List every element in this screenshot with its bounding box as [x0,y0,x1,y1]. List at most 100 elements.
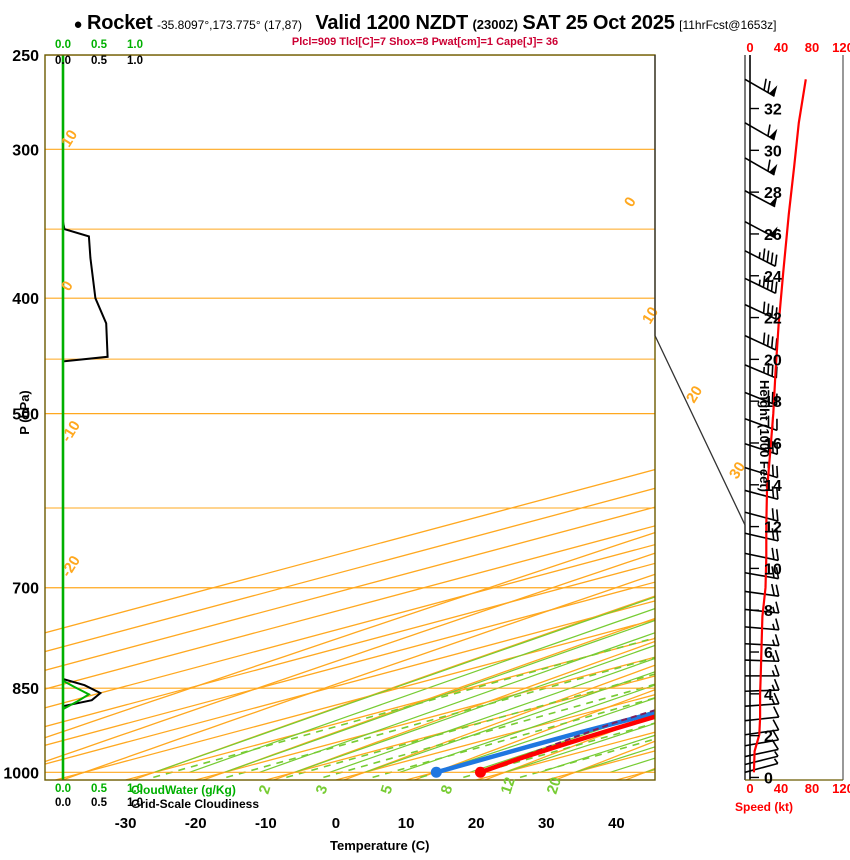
cloudiness-tick-bottom: 0.5 [91,797,108,809]
dewpoint-surface-marker [430,766,442,778]
cloudiness-legend-label: Grid-Scale Cloudiness [131,797,260,811]
cloudiness-tick-top: 0.5 [91,55,108,67]
pressure-tick-label: 850 [12,681,39,698]
temperature-tick-label: 10 [398,815,415,832]
height-tick-label: 8 [764,603,773,620]
moist-adiabat [645,768,655,773]
mixing-ratio-line [420,710,655,779]
dry-adiabat [414,689,655,780]
speed-tick-bottom: 0 [746,781,753,796]
isotherm-line [125,637,655,780]
speed-tick-top: 80 [805,40,819,55]
height-tick-label: 4 [764,687,773,704]
isotherm-line [45,600,655,765]
isotherm-line [45,562,655,728]
speed-tick-top: 40 [774,40,788,55]
temperature-tick-label: 0 [332,815,340,832]
temperature-tick-label: -20 [185,815,207,832]
figure-title: ● Rocket -35.8097°,173.775° (17,87) Vali… [0,12,850,35]
height-tick-label: 12 [764,520,782,537]
height-tick-label: 24 [764,269,782,286]
mixing-ratio-label: 12 [498,775,519,796]
wind-barb [744,739,779,758]
cloudwater-tick-top: 0.5 [91,39,108,51]
temperature-surface-marker [474,766,486,778]
height-tick-label: 14 [764,478,782,495]
dry-adiabat [625,767,655,780]
moist-adiabat [259,632,655,773]
pressure-tick-label: 250 [12,48,39,65]
temperature-tick-label: 40 [608,815,625,832]
isotherm-line [757,55,850,780]
pressure-tick-label: 700 [12,581,39,598]
cloudwater-tick-bottom: 0.5 [91,783,108,795]
isotherm-line [45,506,655,671]
speed-tick-top: 0 [746,40,753,55]
wind-barb [744,706,780,722]
wind-speed-profile [752,79,807,773]
dry-adiabat [62,573,655,780]
temperature-axis-title: Temperature (C) [330,838,430,853]
height-tick-label: 28 [764,185,782,202]
cloudiness-profile-lower [62,678,103,708]
barb-column-boundary [654,55,746,780]
cloudiness-profile-upper [62,221,109,382]
wind-barb [744,729,780,747]
height-tick-label: 30 [764,143,782,160]
cloudwater-tick-bottom: 0.0 [55,783,71,795]
isotherm-line [45,581,655,746]
cloudwater-tick-bottom: 1.0 [127,783,143,795]
moist-adiabat [364,671,655,773]
dry-adiabat [45,531,655,739]
dry-adiabat-label-left: 0 [58,278,77,294]
forecast-stamp: [11hrFcst@1653z] [679,18,777,32]
speed-tick-bottom: 80 [805,781,819,796]
mixing-ratio-label: 8 [438,783,457,796]
speed-axis-title: Speed (kt) [735,800,794,814]
dry-adiabat [273,640,655,780]
dry-adiabat-label-right: 0 [621,194,640,210]
mixing-ratio-line [463,722,655,779]
grid-group [45,55,850,780]
isotherm-line [45,487,655,653]
cloudiness-tick-top: 0.0 [55,55,71,67]
pressure-tick-label: 300 [12,142,39,159]
isotherm-line [265,675,655,780]
height-tick-label: 18 [764,394,782,411]
parcel-trace [480,709,655,774]
mixing-ratio-line [153,637,655,779]
isotherm-line [405,712,655,780]
mixing-ratio-label: 5 [378,783,397,796]
height-tick-label: 10 [764,561,782,578]
valid-time: Valid 1200 NZDT [315,12,468,34]
moist-adiabat [329,657,655,773]
dry-adiabat-label-right: 10 [639,304,662,327]
dry-adiabat [343,664,655,780]
height-tick-label: 32 [764,102,782,119]
isotherm-line [616,769,655,780]
stability-indices: Plcl=909 Tlcl[C]=7 Shox=8 Pwat[cm]=1 Cap… [291,36,559,48]
cloudwater-legend-label: CloudWater (g/Kg) [131,783,236,797]
dry-adiabat [555,740,655,780]
isotherm-line [546,750,655,780]
cloudwater-profile [62,679,91,710]
moist-adiabat [399,684,655,773]
speed-tick-bottom: 120 [832,781,850,796]
dry-adiabat-label-right: 30 [726,459,749,482]
valid-utc: (2300Z) [472,17,518,32]
temperature-tick-label: 20 [468,815,485,832]
speed-tick-top: 120 [832,40,850,55]
speed-tick-bottom: 40 [774,781,788,796]
temperature-tick-label: -30 [115,815,137,832]
station-coords: -35.8097°,173.775° (17,87) [156,18,303,32]
moist-adiabat [434,697,655,773]
pressure-tick-label: 500 [12,407,39,424]
height-tick-label: 22 [764,311,782,328]
height-tick-label: 26 [764,227,782,244]
temperature-trace [478,714,655,775]
height-tick-label: 0 [764,770,773,787]
mixing-ratio-label: 3 [313,783,332,796]
moist-adiabat [154,596,655,773]
